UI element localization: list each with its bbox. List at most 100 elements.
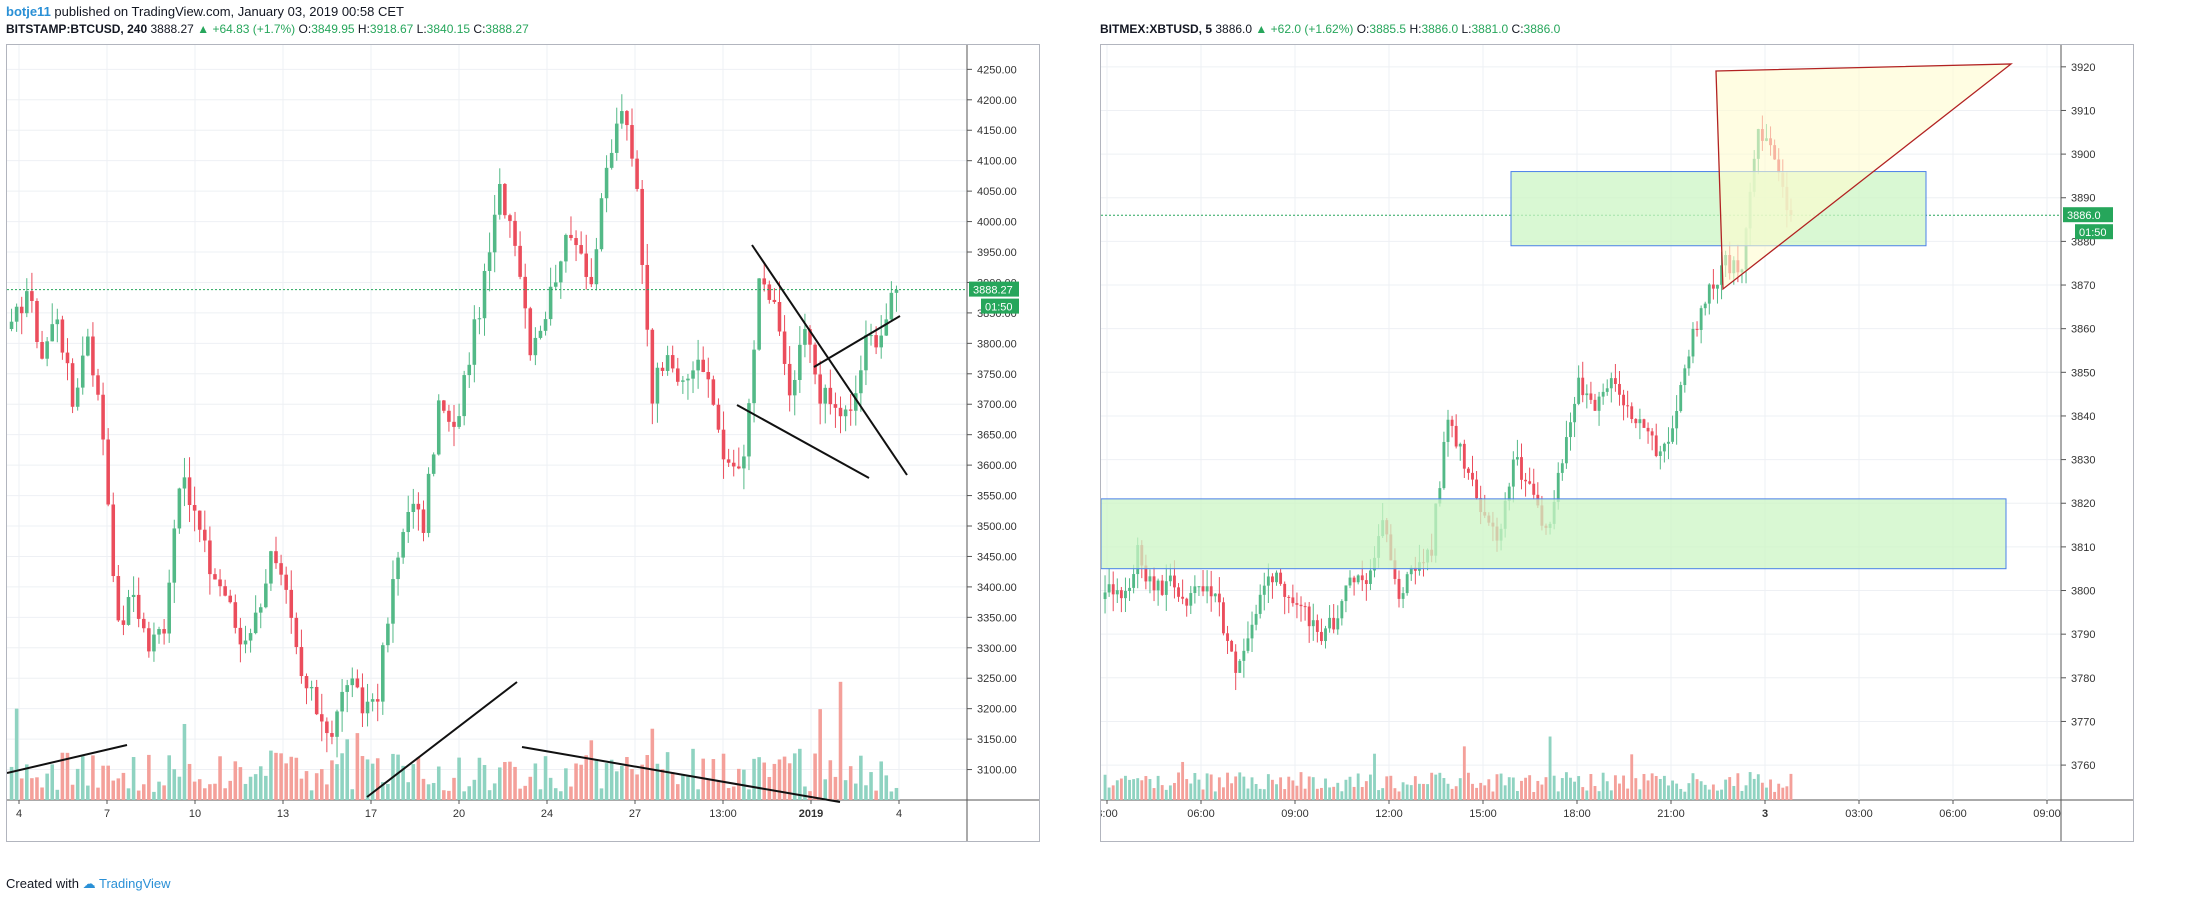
volume-bar [1107,787,1111,800]
right-up-arrow-icon: ▲ [1255,22,1268,36]
candle-body [1275,572,1278,583]
volume-bar [421,778,426,800]
volume-bar [14,708,19,800]
candle-body [386,623,390,646]
left-symbol[interactable]: BITSTAMP:BTCUSD, 240 [6,22,148,36]
candle-body [1662,443,1666,452]
left-chart-panel[interactable]: 3100.00 3150.00 3200.00 3250.00 3300.00 3350.… [6,44,1040,842]
candle-body [365,701,370,714]
volume-bar [767,776,772,800]
volume-bar [1173,782,1176,800]
y-tick-label: 3810 [2071,542,2095,554]
volume-bar [716,780,721,800]
y-tick-label: 3100.00 [977,765,1017,777]
candle-body [1213,593,1217,597]
volume-bar [1789,773,1793,800]
candle-body [192,505,197,511]
volume-bar [1197,779,1201,800]
candle-body [269,551,273,584]
candle-body [1144,565,1148,582]
candle-body [1466,468,1470,473]
candle-body [1177,587,1180,597]
candle-body [436,400,441,455]
right-close: 3886.0 [1523,22,1561,36]
volume-bar [1703,784,1707,800]
candle-body [792,379,797,396]
candle-body [30,291,34,301]
volume-bar [1491,791,1495,800]
footer-brand[interactable]: TradingView [99,876,171,891]
volume-bar [1691,773,1695,800]
candle-body [1454,425,1458,447]
candle-body [853,393,858,411]
volume-bar [1756,774,1760,800]
volume-bar [787,763,792,800]
candle-body [640,188,644,265]
left-chart-svg[interactable]: 3100.00 3150.00 3200.00 3250.00 3300.00 3350.… [6,45,1039,841]
candle-body [253,612,258,634]
y-tick-label: 4250.00 [977,64,1017,76]
right-chart-panel[interactable]: 3760 3770 3780 3790 3800 3810 3820 3830 3840 3850… [1096,44,2134,842]
candle-body [1271,576,1274,583]
volume-bar [808,791,812,800]
candle-body [1409,567,1413,575]
volume-bar [1479,782,1483,800]
volume-bar [1560,778,1564,800]
y-tick-label: 3350.00 [977,612,1017,624]
x-tick-label: 3 [1762,808,1768,820]
volume-bar [472,779,477,800]
right-chart-svg[interactable]: 3760 3770 3780 3790 3800 3810 3820 3830 3840 3850… [1096,45,2133,841]
candle-body [431,454,436,474]
volume-bar [45,773,49,800]
y-tick-label: 3550.00 [977,491,1017,503]
volume-bar [553,788,558,800]
y-tick-label: 4100.00 [977,156,1017,168]
volume-bar [1662,775,1666,800]
candle-body [828,387,833,405]
volume-bar [1262,789,1266,800]
price-badge: 3888.27 [973,285,1013,297]
volume-bar [848,766,853,800]
volume-bar [497,767,502,800]
volume-bar [1315,788,1319,800]
candle-body [1189,593,1193,606]
volume-bar [1577,776,1581,800]
volume-bar [167,755,171,800]
candle-body [604,167,609,199]
volume-bar [1585,790,1589,800]
volume-bar [1295,785,1299,800]
volume-bar [884,775,889,800]
volume-bar [1119,778,1123,800]
volume-bar [1303,788,1307,800]
y-tick-label: 3700.00 [977,399,1017,411]
candle-body [716,404,721,430]
volume-bar [253,774,258,800]
candle-body [1266,576,1270,586]
right-symbol[interactable]: BITMEX:XBTUSD, 5 [1100,22,1213,36]
candle-body [879,335,883,348]
left-close: 3888.27 [485,22,529,36]
volume-bar [345,739,349,800]
candle-body [838,407,843,417]
volume-bar [625,757,629,800]
candle-body [1605,388,1609,392]
wedge-upper-line [751,244,908,476]
footer-prefix: Created with [6,876,79,891]
volume-bar [1773,791,1777,800]
volume-bar [762,762,767,800]
author-link[interactable]: botje11 [6,4,51,19]
y-tick-label: 4050.00 [977,186,1017,198]
volume-bar [274,752,278,800]
candle-body [416,503,421,510]
price-badge-bg [969,281,1019,297]
volume-bar [1466,772,1470,800]
wedge-breakout-line [813,315,901,368]
volume-bar [467,786,472,800]
candle-body [1348,577,1352,586]
volume-bar [604,763,609,800]
left-change: +64.83 (+1.7%) [212,22,296,36]
y-tick-label: 3890 [2071,193,2095,205]
candle-body [665,355,670,371]
candle-body [1528,481,1532,484]
volume-bar [660,769,665,800]
